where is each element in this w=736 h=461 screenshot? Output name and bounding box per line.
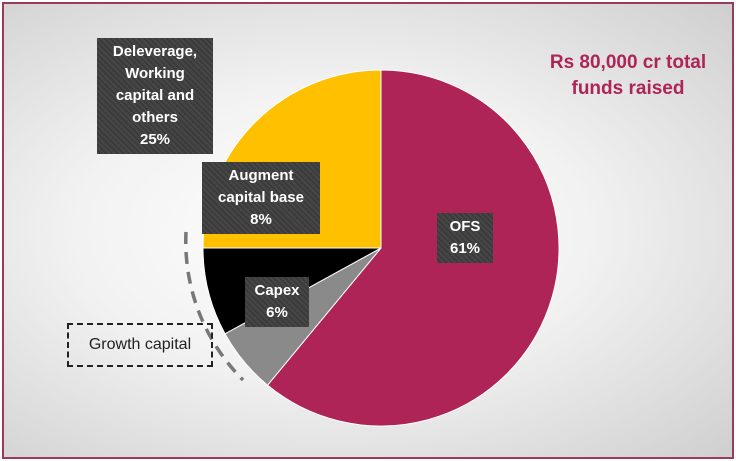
category-label: Augment capital base <box>218 167 304 206</box>
pie-slice <box>266 69 560 427</box>
annotation-box: Growth capital <box>67 323 213 367</box>
category-label: Capex <box>254 282 300 299</box>
annotation: Rs 80,000 cr total funds raised <box>549 52 707 99</box>
value-label: 25% <box>139 131 171 148</box>
growth-bracket <box>184 231 245 382</box>
data-label: Deleverage, Working capital and others 25… <box>97 38 213 154</box>
category-label: OFS <box>449 218 481 235</box>
data-label: Augment capital base 8% <box>202 162 320 234</box>
value-label: 8% <box>250 211 272 228</box>
value-label: 6% <box>266 304 288 321</box>
data-label: OFS 61% <box>437 213 493 263</box>
category-label: Deleverage, Working capital and others <box>112 43 198 126</box>
value-label: 61% <box>449 240 481 257</box>
data-label: Capex 6% <box>245 277 309 327</box>
